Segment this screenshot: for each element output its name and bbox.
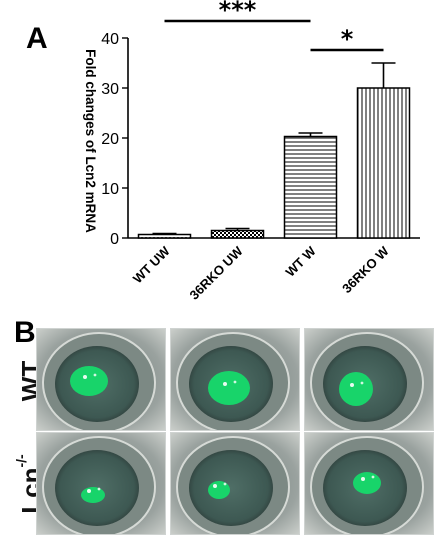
eye-photo — [304, 432, 434, 535]
eye-photo — [36, 432, 166, 535]
significance-label: *** — [219, 0, 257, 24]
x-tick-label: WT W — [282, 243, 319, 280]
y-tick-label: 10 — [101, 181, 119, 198]
eye-photo — [170, 432, 300, 535]
x-tick-label: 36RKO W — [339, 243, 392, 296]
x-tick-label: WT UW — [130, 243, 173, 286]
x-tick-label: 36RKO UW — [186, 243, 246, 303]
y-tick-label: 40 — [101, 31, 119, 48]
significance-label: * — [341, 25, 354, 53]
y-axis-label: Fold changes of Lcn2 mRNA — [83, 49, 98, 233]
panel-a-label: A — [26, 22, 48, 55]
y-tick-label: 0 — [110, 231, 119, 248]
panel-b-label: B — [14, 316, 36, 349]
bar-1 — [137, 233, 192, 239]
y-tick-label: 30 — [101, 81, 119, 98]
bar-2 — [210, 229, 265, 239]
y-tick-label: 20 — [101, 131, 119, 148]
eye-photo — [36, 328, 166, 431]
eye-photo — [170, 328, 300, 431]
bar-4 — [356, 87, 411, 239]
bar-3 — [283, 135, 338, 239]
eye-photo — [304, 328, 434, 431]
